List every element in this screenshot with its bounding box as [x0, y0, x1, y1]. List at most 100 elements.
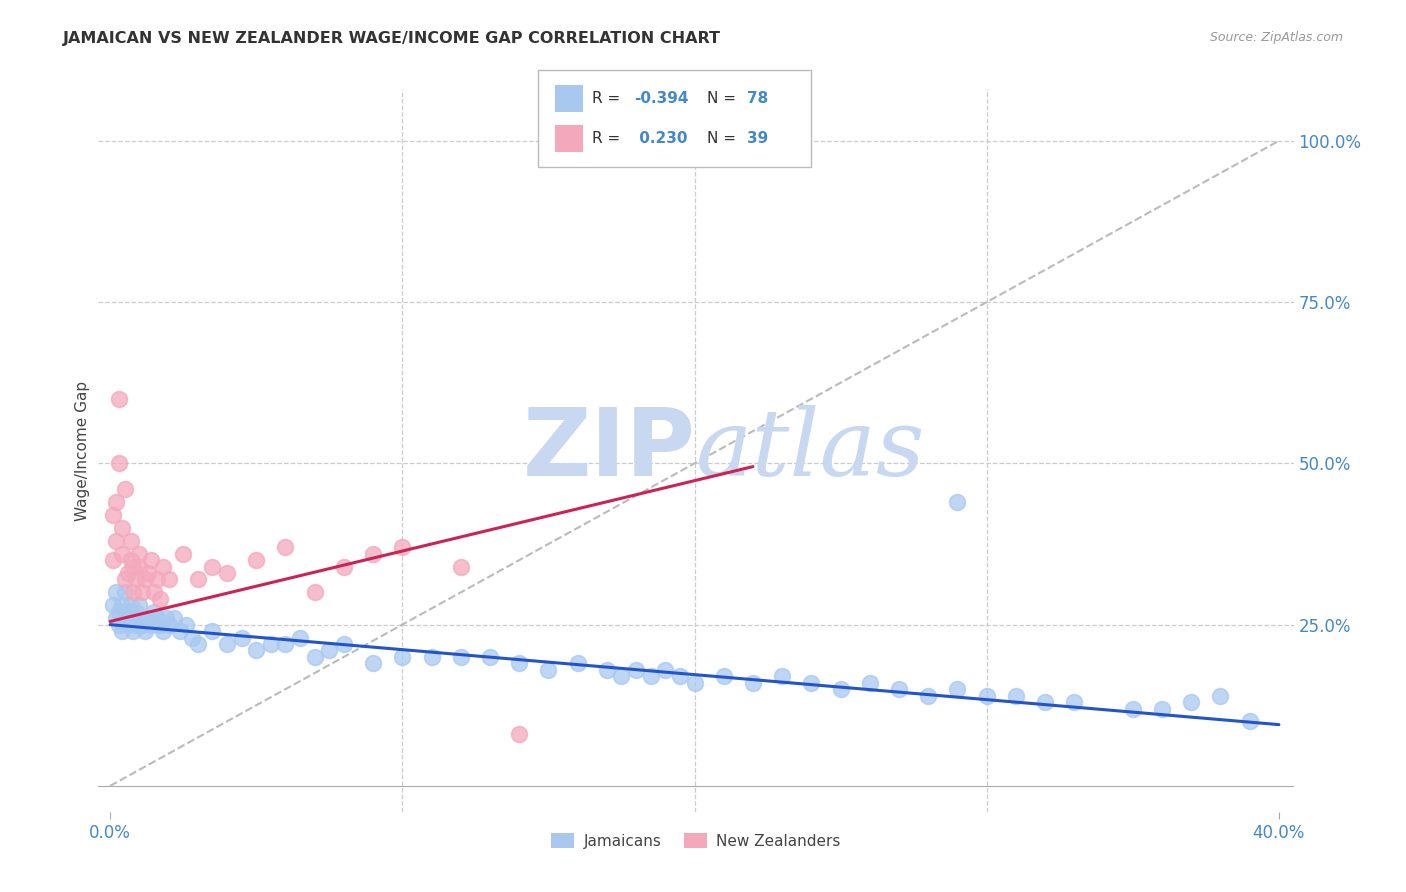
Point: [122, 624, 145, 639]
Point: [215, 566, 238, 580]
Text: 39: 39: [747, 131, 768, 145]
Point: [361, 547, 384, 561]
Point: [508, 657, 530, 671]
Point: [1209, 689, 1232, 703]
Text: atlas: atlas: [696, 406, 925, 495]
Point: [245, 643, 267, 657]
Point: [333, 637, 356, 651]
Point: [134, 573, 156, 587]
Point: [117, 566, 139, 580]
Point: [976, 689, 998, 703]
Point: [391, 540, 413, 554]
Point: [122, 585, 145, 599]
Point: [567, 657, 589, 671]
Point: [201, 624, 224, 639]
Point: [1122, 701, 1144, 715]
Point: [120, 533, 142, 548]
Text: -0.394: -0.394: [634, 91, 689, 105]
Point: [946, 495, 969, 509]
Text: R =: R =: [592, 131, 626, 145]
Point: [420, 649, 443, 664]
Point: [187, 573, 209, 587]
Point: [245, 553, 267, 567]
Point: [640, 669, 662, 683]
Text: 0.230: 0.230: [634, 131, 688, 145]
Point: [104, 611, 127, 625]
Point: [152, 624, 174, 639]
Point: [304, 649, 326, 664]
Point: [128, 611, 150, 625]
Text: ZIP: ZIP: [523, 404, 696, 497]
Point: [274, 540, 297, 554]
Point: [136, 566, 159, 580]
Point: [610, 669, 633, 683]
Point: [946, 682, 969, 697]
Point: [1063, 695, 1085, 709]
Point: [125, 617, 148, 632]
Point: [274, 637, 297, 651]
Point: [174, 617, 197, 632]
Y-axis label: Wage/Income Gap: Wage/Income Gap: [75, 380, 90, 521]
Point: [104, 495, 127, 509]
Point: [391, 649, 413, 664]
Point: [149, 617, 172, 632]
Point: [917, 689, 939, 703]
Point: [361, 657, 384, 671]
Point: [859, 675, 882, 690]
Point: [172, 547, 194, 561]
Point: [1180, 695, 1202, 709]
Point: [157, 573, 180, 587]
Point: [142, 605, 165, 619]
Point: [142, 585, 165, 599]
Point: [134, 624, 156, 639]
Point: [742, 675, 765, 690]
Point: [304, 585, 326, 599]
Point: [288, 631, 311, 645]
Point: [117, 605, 139, 619]
Point: [187, 637, 209, 651]
Point: [478, 649, 501, 664]
Point: [120, 611, 142, 625]
Point: [114, 573, 136, 587]
Point: [830, 682, 852, 697]
Point: [231, 631, 253, 645]
Point: [800, 675, 823, 690]
Point: [122, 611, 145, 625]
Point: [128, 547, 150, 561]
Point: [181, 631, 204, 645]
Text: JAMAICAN VS NEW ZEALANDER WAGE/INCOME GAP CORRELATION CHART: JAMAICAN VS NEW ZEALANDER WAGE/INCOME GA…: [63, 31, 721, 46]
Point: [146, 573, 169, 587]
Point: [136, 611, 159, 625]
Point: [101, 508, 124, 522]
Point: [508, 727, 530, 741]
Point: [114, 611, 136, 625]
Point: [201, 559, 224, 574]
Point: [887, 682, 910, 697]
Text: N =: N =: [707, 131, 741, 145]
Point: [120, 553, 142, 567]
Point: [117, 617, 139, 632]
Text: Source: ZipAtlas.com: Source: ZipAtlas.com: [1209, 31, 1343, 45]
Point: [128, 599, 150, 613]
Point: [260, 637, 283, 651]
Point: [131, 617, 153, 632]
Point: [169, 624, 191, 639]
Point: [157, 617, 180, 632]
Point: [596, 663, 619, 677]
Point: [155, 611, 177, 625]
Point: [125, 573, 148, 587]
Point: [450, 649, 472, 664]
Point: [108, 617, 131, 632]
Point: [122, 559, 145, 574]
Point: [128, 559, 150, 574]
Point: [125, 605, 148, 619]
Point: [713, 669, 735, 683]
Text: 78: 78: [747, 91, 768, 105]
Legend: Jamaicans, New Zealanders: Jamaicans, New Zealanders: [546, 827, 846, 855]
Point: [1005, 689, 1028, 703]
Point: [104, 585, 127, 599]
Point: [1150, 701, 1173, 715]
Point: [333, 559, 356, 574]
Point: [450, 559, 472, 574]
Text: N =: N =: [707, 91, 741, 105]
